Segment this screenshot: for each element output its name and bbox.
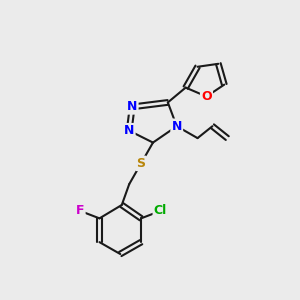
Text: S: S xyxy=(136,157,146,170)
Text: N: N xyxy=(124,124,134,137)
Text: O: O xyxy=(201,90,212,103)
Text: N: N xyxy=(127,100,137,113)
Text: Cl: Cl xyxy=(154,204,167,218)
Text: F: F xyxy=(76,204,84,218)
Text: N: N xyxy=(172,120,182,133)
